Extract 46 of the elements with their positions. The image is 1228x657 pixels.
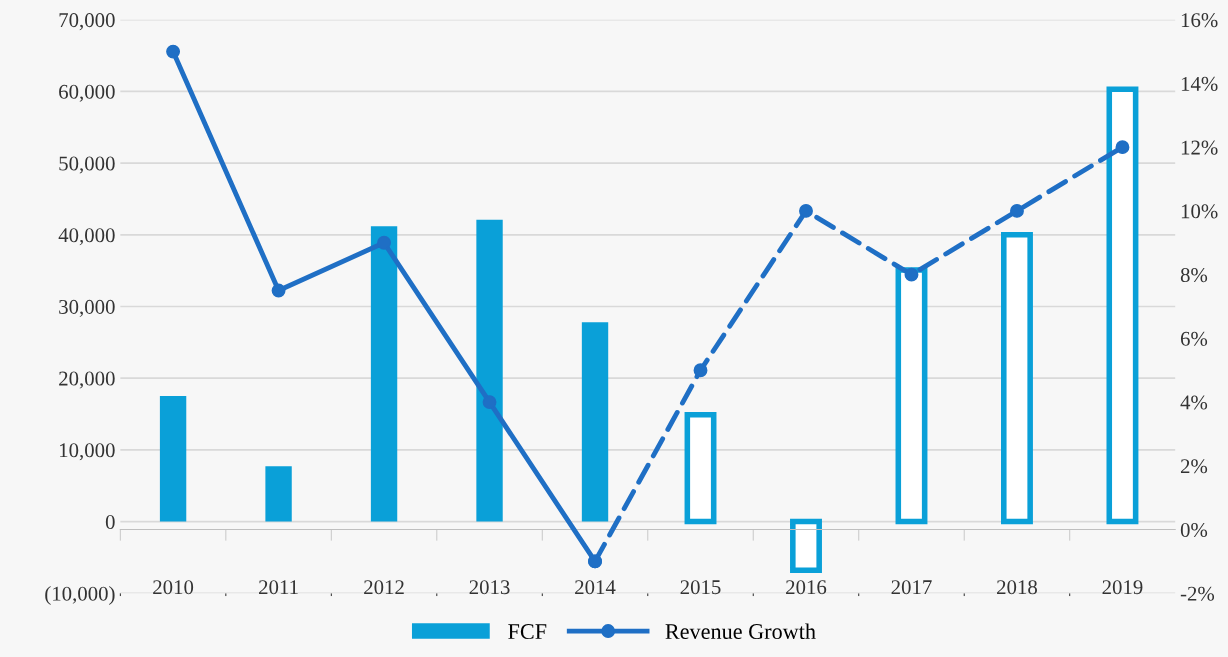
- x-tick-label: 2014: [575, 580, 616, 595]
- point: [271, 283, 286, 298]
- x-tick-label: 2016: [786, 580, 827, 595]
- bar: [370, 226, 398, 522]
- point: [377, 235, 392, 250]
- bar: [265, 466, 292, 522]
- point: [799, 203, 813, 218]
- y-tick-label: 0: [105, 514, 115, 530]
- y2-tick-label: 14%: [1181, 76, 1218, 91]
- x-tick-label: 2010: [153, 580, 194, 595]
- point: [588, 554, 602, 569]
- x-tick-label: 2019: [1102, 580, 1143, 595]
- bar: [581, 322, 609, 522]
- y-tick-label: 20,000: [59, 371, 115, 389]
- point: [1010, 203, 1024, 218]
- x-tick-label: 2015: [680, 580, 721, 595]
- y2-tick-label: -2%: [1180, 586, 1215, 601]
- y-tick-label: (10,000): [45, 586, 115, 605]
- y-tick-label: 70,000: [59, 13, 115, 31]
- point: [693, 363, 708, 378]
- point: [482, 395, 497, 410]
- y-tick-label: 30,000: [59, 299, 115, 317]
- y2-tick-label: 4%: [1180, 395, 1208, 410]
- x-tick-label: 2018: [997, 580, 1038, 595]
- y2-tick-label: 0%: [1180, 522, 1208, 538]
- y-tick-label: 10,000: [60, 443, 115, 461]
- bar: [476, 219, 503, 522]
- y2-tick-label: 8%: [1180, 268, 1208, 283]
- y-tick-label: 60,000: [59, 84, 115, 102]
- point: [1115, 140, 1130, 155]
- y-tick-label: 50,000: [59, 156, 115, 174]
- bar: [159, 396, 187, 522]
- y2-tick-label: 6%: [1180, 331, 1208, 346]
- y2-tick-label: 12%: [1181, 140, 1218, 155]
- x-tick-label: 2012: [364, 580, 404, 595]
- x-tick-label: 2017: [891, 580, 932, 595]
- y2-tick-label: 16%: [1181, 13, 1218, 28]
- y2-tick-label: 2%: [1180, 459, 1208, 474]
- point: [904, 267, 919, 282]
- legend-label: FCF: [508, 624, 547, 640]
- x-tick-label: 2011: [259, 580, 298, 595]
- legend-label: Revenue Growth: [665, 623, 816, 640]
- y-tick-label: 40,000: [58, 228, 115, 246]
- point: [166, 44, 181, 59]
- x-tick-label: 2013: [469, 580, 510, 595]
- y2-tick-label: 10%: [1181, 204, 1218, 219]
